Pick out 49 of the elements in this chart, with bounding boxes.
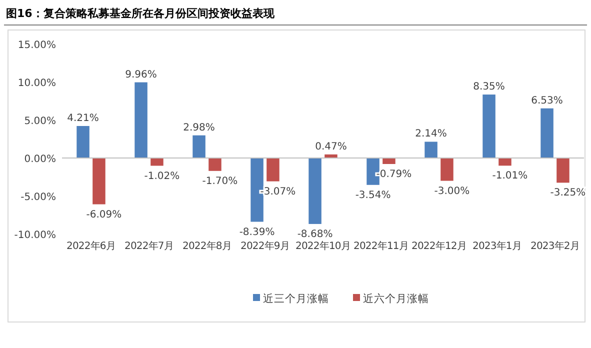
bar (540, 108, 554, 158)
bar (150, 158, 164, 166)
data-label: -3.54% (355, 190, 391, 201)
y-tick-label: -5.00% (20, 192, 56, 203)
legend-label: 近三个月涨幅 (263, 292, 329, 305)
y-tick-label: 5.00% (24, 116, 56, 127)
bar (498, 158, 512, 166)
data-label: 8.35% (473, 82, 505, 93)
y-tick-label: 0.00% (24, 154, 56, 165)
y-tick-label: 10.00% (18, 78, 56, 89)
bar (382, 158, 396, 164)
y-tick-label: 15.00% (18, 40, 56, 51)
bar (424, 142, 438, 158)
bar (440, 158, 454, 181)
data-label: 6.53% (531, 95, 563, 106)
x-tick-label: 2022年8月 (182, 240, 232, 252)
bar (76, 126, 90, 158)
bar (308, 158, 322, 224)
bar (92, 158, 106, 204)
data-label: -8.39% (239, 226, 275, 238)
data-label: -3.00% (434, 186, 470, 197)
data-label: 2.14% (415, 128, 447, 140)
data-label: -6.09% (86, 209, 122, 220)
data-label: 0.47% (315, 141, 347, 152)
data-label: 2.98% (183, 122, 215, 134)
data-label: -3.25% (550, 188, 586, 199)
data-label: 4.21% (67, 113, 99, 124)
x-tick-label: 2022年7月 (124, 240, 174, 252)
bar (266, 158, 280, 182)
x-tick-label: 2022年11月 (354, 240, 408, 252)
bar (192, 135, 206, 158)
bar (208, 158, 222, 171)
data-label: 9.96% (125, 69, 157, 80)
x-tick-label: 2023年1月 (472, 240, 522, 252)
legend-label: 近六个月涨幅 (363, 292, 429, 305)
bar (556, 158, 570, 183)
y-tick-label: -10.00% (14, 230, 56, 241)
x-tick-label: 2023年2月 (530, 240, 580, 252)
data-label: -1.02% (144, 170, 180, 182)
data-label: -8.68% (297, 228, 333, 240)
x-tick-label: 2022年10月 (296, 240, 350, 252)
x-tick-label: 2022年6月 (66, 240, 116, 252)
x-tick-label: 2022年9月 (240, 240, 290, 252)
data-label: -1.70% (202, 176, 238, 187)
x-tick-label: 2022年12月 (412, 240, 466, 252)
chart-title: 图16：复合策略私募基金所在各月份区间投资收益表现 (6, 7, 276, 20)
data-label: -1.01% (492, 170, 528, 182)
bar (482, 94, 496, 158)
bar (134, 82, 148, 158)
